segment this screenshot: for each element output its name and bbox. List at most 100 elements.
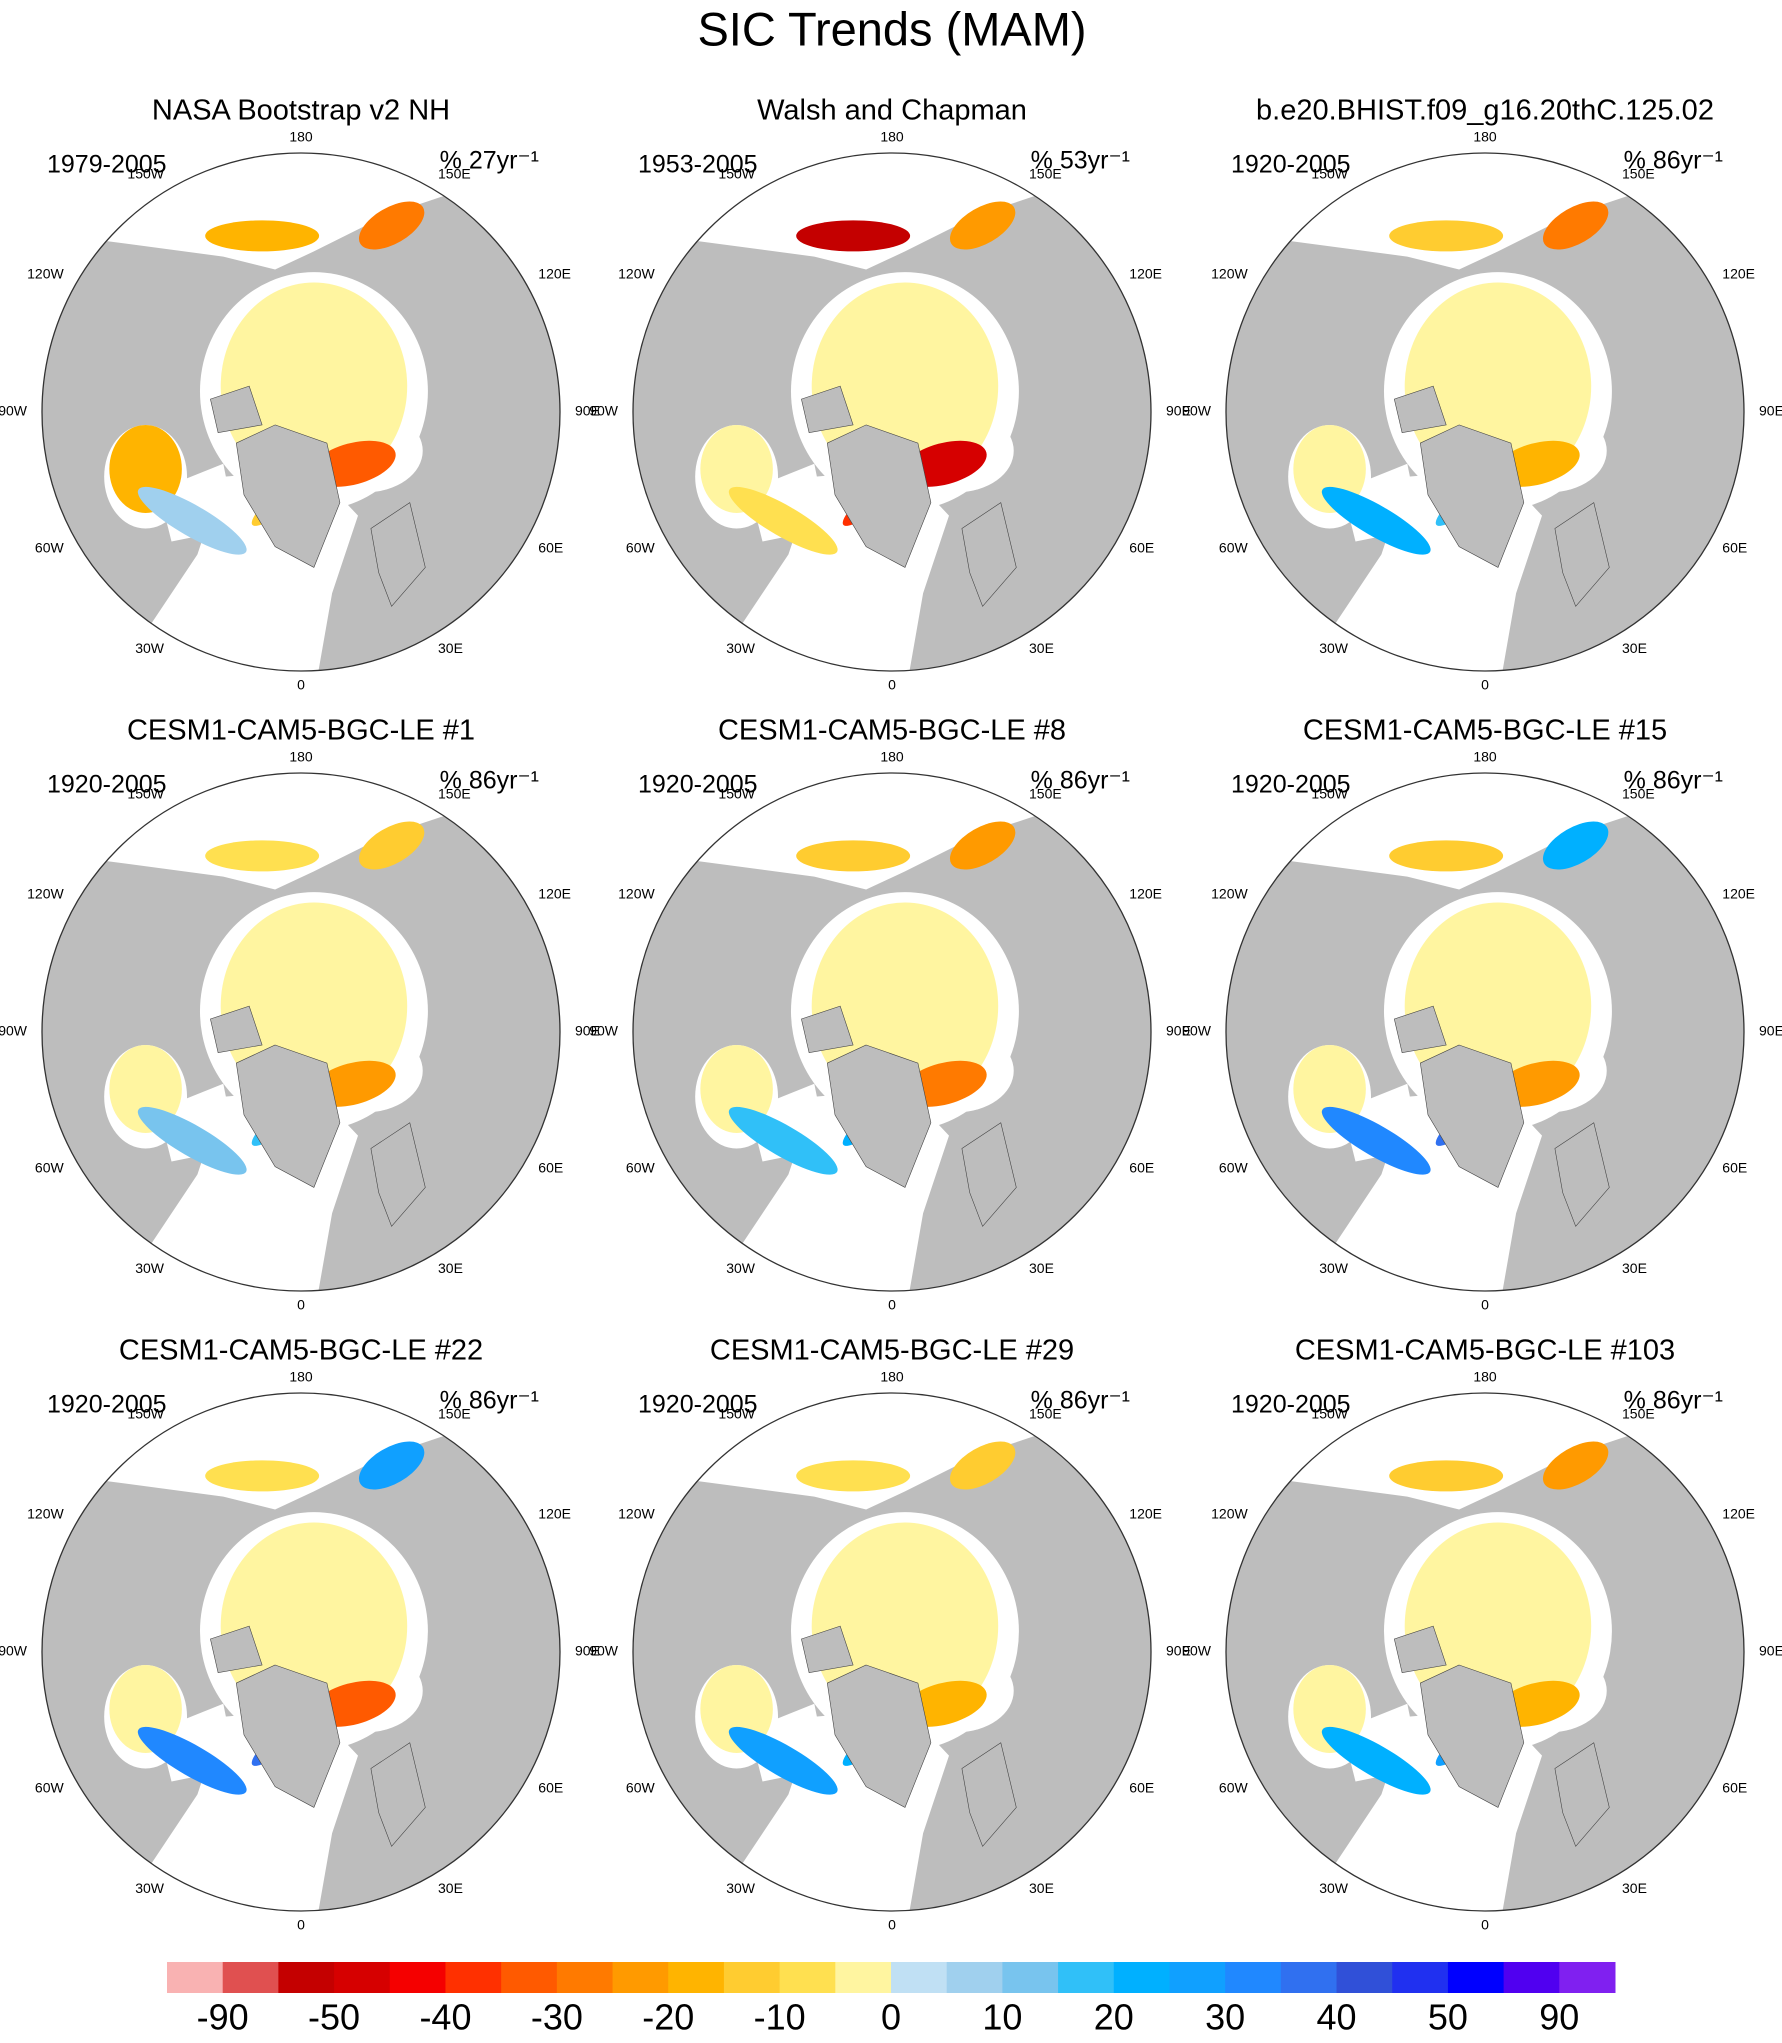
colorbar-label: -30 [531, 1997, 583, 2038]
longitude-label: 60W [35, 540, 65, 556]
panel-title: CESM1-CAM5-BGC-LE #103 [1295, 1335, 1675, 1367]
colorbar-box [1559, 1962, 1616, 1993]
longitude-label: 60E [1722, 540, 1747, 556]
longitude-label: 0 [297, 1917, 305, 1933]
map-border [1225, 152, 1745, 672]
longitude-label: 180 [1473, 129, 1497, 145]
longitude-label: 30W [726, 1880, 756, 1896]
longitude-label: 120E [1722, 1506, 1755, 1522]
map-panel: b.e20.BHIST.f09_g16.20thC.125.02 1920-200… [1182, 95, 1782, 693]
panel-title: CESM1-CAM5-BGC-LE #15 [1303, 715, 1667, 747]
sea-ice [1321, 1726, 1431, 1795]
panel-title: NASA Bootstrap v2 NH [152, 95, 450, 127]
colorbar-box [779, 1962, 836, 1993]
colorbar-box [1336, 1962, 1393, 1993]
longitude-label: 30E [1622, 640, 1647, 656]
longitude-label: 150E [1029, 785, 1062, 801]
longitude-label: 180 [289, 1369, 313, 1385]
longitude-label: 150E [1029, 1405, 1062, 1421]
longitude-label: 150E [1029, 165, 1062, 181]
colorbar-box [1169, 1962, 1226, 1993]
map [1226, 773, 1744, 1291]
panel-title: CESM1-CAM5-BGC-LE #29 [710, 1335, 1074, 1367]
scandinavia [961, 502, 1017, 607]
map-border [632, 152, 1152, 672]
longitude-label: 120W [1211, 886, 1248, 902]
longitude-label: 90E [575, 1023, 600, 1039]
scandinavia [1554, 502, 1610, 607]
colorbar-box [278, 1962, 335, 1993]
panel-units: % 27yr⁻¹ [440, 147, 539, 175]
colorbar-box [668, 1962, 725, 1993]
colorbar-box [1280, 1962, 1338, 1993]
greenland [826, 1044, 932, 1188]
map-panel: CESM1-CAM5-BGC-LE #22 1920-2005 % 86yr⁻¹ 0 3… [0, 1335, 600, 1933]
sea-ice [205, 1460, 320, 1492]
map-border [1225, 772, 1745, 1292]
sea-ice [796, 220, 911, 252]
longitude-label: 120E [1722, 266, 1755, 282]
longitude-label: 180 [1473, 1369, 1497, 1385]
colorbar-box [222, 1962, 279, 1993]
map-border [41, 152, 561, 672]
islands [1393, 1625, 1447, 1674]
longitude-label: 120E [1129, 1506, 1162, 1522]
map [42, 153, 560, 671]
longitude-label: 150W [718, 1405, 755, 1421]
colorbar: -90 -50 -40 -30 -20 -10 0 10 20 30 40 50 90 [167, 1962, 1616, 2038]
longitude-label: 90W [1182, 1023, 1212, 1039]
colorbar-box [167, 1962, 224, 1993]
panel-title: CESM1-CAM5-BGC-LE #8 [718, 715, 1066, 747]
longitude-label: 30E [1622, 1880, 1647, 1896]
colorbar-label: 90 [1539, 1997, 1579, 2038]
scandinavia [370, 1742, 426, 1847]
map-panel: NASA Bootstrap v2 NH 1979-2005 % 27yr⁻¹ 0 30… [0, 95, 600, 693]
longitude-label: 30W [1319, 640, 1349, 656]
map-border [41, 772, 561, 1292]
longitude-label: 180 [880, 749, 904, 765]
longitude-label: 150E [438, 165, 471, 181]
islands [801, 1005, 854, 1054]
colorbar-box [1113, 1962, 1170, 1993]
greenland [1419, 1664, 1525, 1808]
longitude-label: 60W [1219, 1160, 1249, 1176]
sea-ice [796, 1460, 911, 1492]
map-panel: CESM1-CAM5-BGC-LE #8 1920-2005 % 86yr⁻¹ 0 30… [589, 715, 1191, 1313]
longitude-label: 90W [1182, 1643, 1212, 1659]
longitude-label: 0 [1481, 1917, 1489, 1933]
longitude-label: 90E [1759, 1023, 1782, 1039]
sea-ice [949, 1441, 1016, 1490]
map-border [1225, 1392, 1745, 1912]
sea-ice [358, 1441, 425, 1490]
colorbar-box [1002, 1962, 1059, 1993]
scandinavia [1554, 1742, 1610, 1847]
greenland [826, 424, 932, 568]
longitude-label: 120W [618, 266, 655, 282]
longitude-label: 120E [538, 266, 571, 282]
longitude-label: 90W [0, 403, 28, 419]
longitude-label: 90W [0, 1023, 28, 1039]
colorbar-box [1503, 1962, 1560, 1993]
longitude-label: 30W [726, 1260, 756, 1276]
longitude-label: 180 [289, 129, 313, 145]
panel-period: 1920-2005 [1231, 151, 1351, 179]
longitude-label: 120W [618, 886, 655, 902]
longitude-label: 120W [1211, 1506, 1248, 1522]
longitude-label: 90E [575, 403, 600, 419]
colorbar-label: 30 [1205, 1997, 1245, 2038]
colorbar-label: 0 [881, 1997, 901, 2038]
panel-title: Walsh and Chapman [757, 95, 1027, 127]
panel-units: % 86yr⁻¹ [1031, 1387, 1130, 1415]
panel-period: 1920-2005 [1231, 1391, 1351, 1419]
sea-ice [205, 220, 320, 252]
sea-ice [949, 201, 1016, 250]
islands [801, 385, 854, 434]
longitude-label: 60E [538, 540, 563, 556]
panel-period: 1920-2005 [47, 1391, 167, 1419]
colorbar-box [556, 1962, 614, 1993]
longitude-label: 150W [718, 785, 755, 801]
islands [801, 1625, 854, 1674]
sea-ice [205, 840, 320, 872]
longitude-label: 120W [27, 266, 64, 282]
